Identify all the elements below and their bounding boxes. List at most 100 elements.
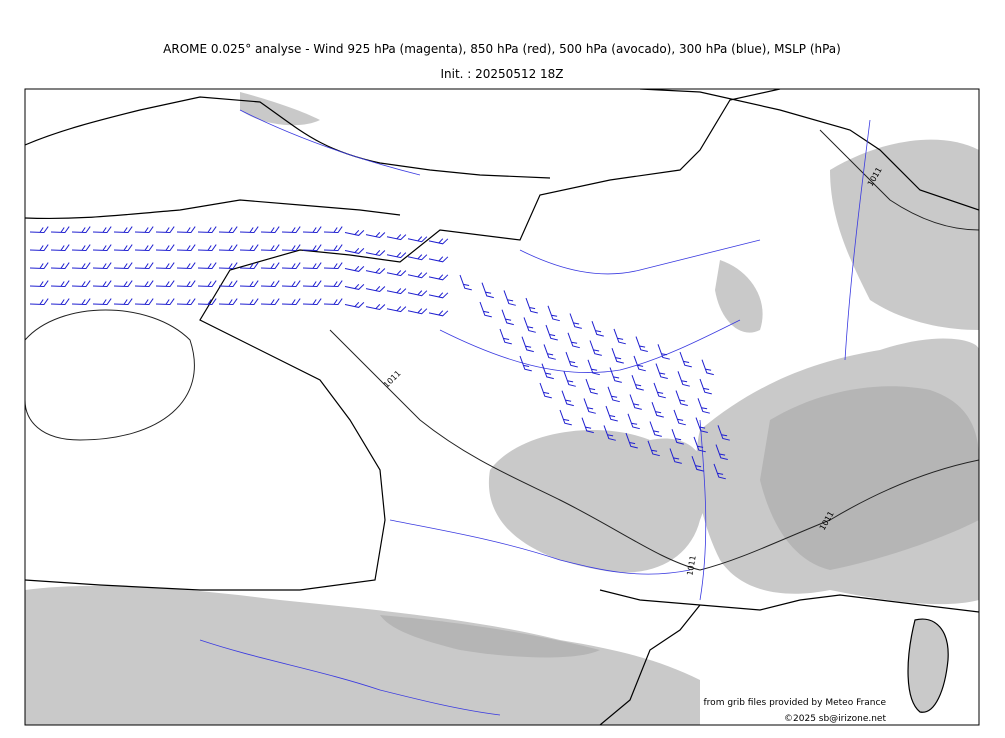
terrain <box>25 585 700 725</box>
wind-barb <box>386 234 407 241</box>
wind-barb <box>155 244 175 252</box>
wind-barb <box>260 262 280 270</box>
coastline <box>907 618 949 713</box>
wind-barb <box>239 280 259 288</box>
wind-barb <box>29 262 49 270</box>
title: AROME 0.025° analyse - Wind 925 hPa (mag… <box>163 42 841 56</box>
wind-barb <box>155 262 175 270</box>
wind-barb <box>323 298 343 306</box>
wind-barb <box>260 280 280 288</box>
wind-barb <box>365 268 386 275</box>
terrain <box>908 619 949 713</box>
wind-barb <box>197 226 217 234</box>
wind-barb <box>71 262 91 270</box>
wind-barb <box>585 378 598 395</box>
wind-barb <box>260 226 280 234</box>
wind-barb <box>407 254 428 261</box>
wind-barb <box>673 409 686 426</box>
wind-barb <box>675 390 688 406</box>
wind-barb <box>583 398 596 414</box>
terrain <box>760 386 979 570</box>
wind-barb <box>302 244 322 252</box>
wind-barb <box>649 421 662 437</box>
wind-barb <box>71 298 91 306</box>
wind-barb <box>281 244 301 252</box>
wind-barb <box>625 432 638 449</box>
wind-barb <box>407 272 428 279</box>
river <box>239 109 421 176</box>
wind-barb <box>239 226 259 234</box>
wind-barb <box>365 286 386 293</box>
wind-barb <box>407 290 428 297</box>
wind-barb <box>71 244 91 252</box>
wind-barb <box>386 270 407 277</box>
wind-barb <box>523 317 536 333</box>
credit-source: from grib files provided by Meteo France <box>704 698 887 708</box>
wind-barb <box>569 313 582 329</box>
wind-barb <box>134 244 154 252</box>
wind-barb <box>29 298 49 306</box>
wind-barb <box>29 280 49 288</box>
wind-barb <box>481 282 494 299</box>
wind-barb <box>695 417 708 433</box>
wind-barb <box>239 244 259 252</box>
wind-barb <box>717 425 730 441</box>
wind-barb <box>113 280 133 288</box>
isobar <box>819 129 979 231</box>
wind-barb <box>302 226 322 234</box>
river <box>389 519 691 575</box>
wind-barb <box>428 256 449 263</box>
wind-barb <box>627 413 640 430</box>
wind-barb <box>547 305 560 322</box>
wind-barb <box>50 226 70 234</box>
wind-barb <box>281 226 301 234</box>
wind-barb <box>501 309 514 326</box>
wind-barb <box>657 344 670 360</box>
wind-barb <box>260 244 280 252</box>
wind-barb <box>671 429 684 445</box>
wind-barb <box>699 378 712 395</box>
wind-barb <box>653 382 666 399</box>
wind-barb <box>113 298 133 306</box>
wind-barb <box>71 226 91 234</box>
wind-barb <box>567 332 580 349</box>
wind-barb <box>713 463 726 480</box>
wind-barb <box>218 298 238 306</box>
isobar <box>329 329 979 571</box>
wind-barb <box>92 226 112 234</box>
wind-barb <box>565 351 578 368</box>
wind-barb <box>693 436 706 453</box>
wind-barb <box>344 247 365 254</box>
coastline <box>25 89 781 591</box>
wind-barb <box>635 336 648 352</box>
wind-barb <box>499 328 512 345</box>
river <box>199 639 501 716</box>
wind-barbs <box>29 226 730 480</box>
wind-barb <box>609 367 622 383</box>
wind-barb <box>344 229 365 236</box>
wind-barb <box>92 298 112 306</box>
wind-barb <box>545 324 558 341</box>
wind-barb <box>176 298 196 306</box>
wind-barb <box>611 348 624 364</box>
coastline <box>599 604 701 725</box>
coastline <box>599 589 979 613</box>
wind-barb <box>428 292 449 299</box>
wind-barb <box>29 244 49 252</box>
wind-barb <box>113 262 133 270</box>
wind-barb <box>113 244 133 252</box>
wind-barb <box>302 262 322 270</box>
wind-barb <box>218 226 238 234</box>
wind-barb <box>197 262 217 270</box>
credit-copyright: ©2025 sb@irizone.net <box>784 714 886 724</box>
wind-barb <box>669 448 682 464</box>
wind-barb <box>50 262 70 270</box>
wind-barb <box>323 262 343 270</box>
wind-barb <box>589 340 602 356</box>
map-frame <box>24 88 980 726</box>
wind-barb <box>323 226 343 234</box>
wind-barb <box>176 244 196 252</box>
river <box>699 419 707 601</box>
wind-barb <box>134 226 154 234</box>
wind-barb <box>591 321 604 337</box>
